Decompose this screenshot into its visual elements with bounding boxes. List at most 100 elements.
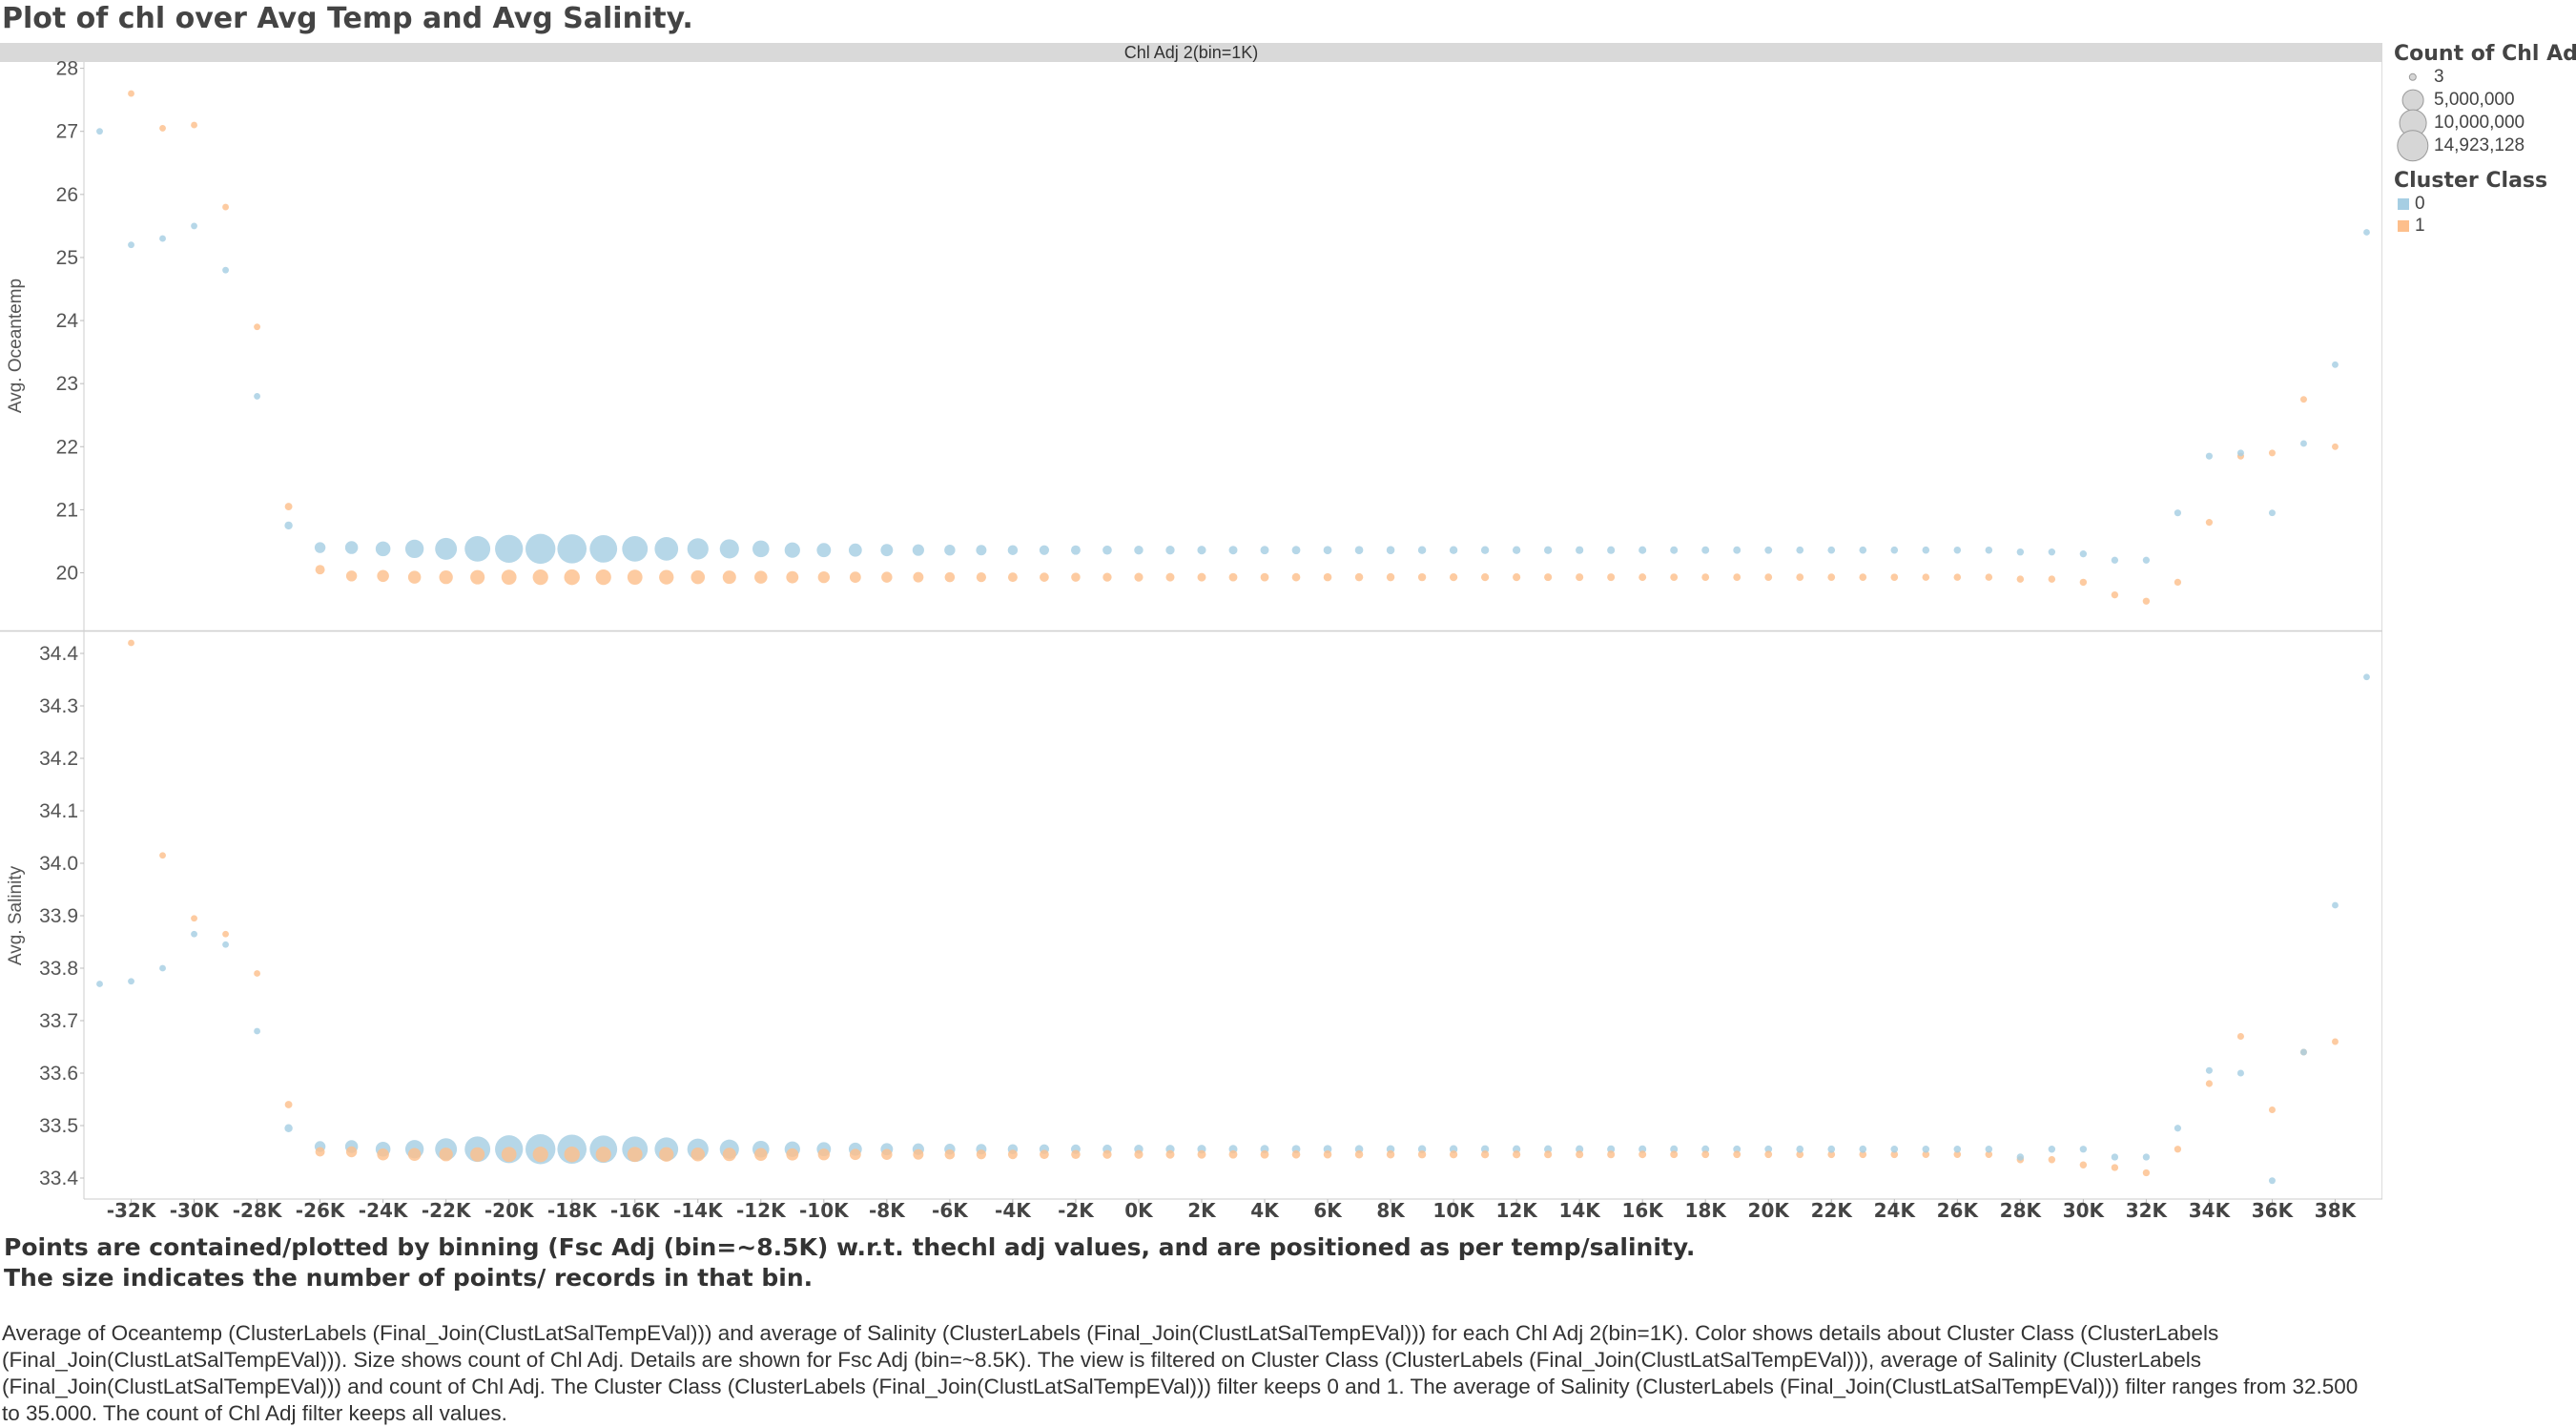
data-point-cluster-1 — [2111, 590, 2119, 599]
data-point-cluster-1 — [595, 1147, 611, 1163]
data-point-cluster-0 — [912, 544, 924, 556]
data-point-cluster-1 — [1701, 1150, 1710, 1159]
data-point-cluster-0 — [2205, 452, 2213, 460]
data-point-cluster-0 — [1764, 1145, 1773, 1153]
data-point-cluster-1 — [944, 1148, 956, 1160]
y-tick-label: 33.8 — [39, 958, 78, 980]
y-tick-label: 34.0 — [39, 853, 78, 875]
data-point-cluster-1 — [2111, 1164, 2119, 1171]
y-tick-label: 22 — [56, 436, 78, 458]
data-point-cluster-1 — [128, 639, 134, 647]
x-tick-label: -18K — [547, 1199, 598, 1221]
data-point-cluster-1 — [2174, 1146, 2182, 1153]
facet-header: Chl Adj 2(bin=1K) — [0, 43, 2382, 62]
data-point-cluster-1 — [1733, 573, 1741, 582]
data-point-cluster-1 — [1922, 573, 1930, 581]
data-point-cluster-0 — [976, 545, 987, 556]
data-point-cluster-1 — [2299, 396, 2307, 403]
facet-header-label: Chl Adj 2(bin=1K) — [1123, 43, 1259, 62]
data-point-cluster-0 — [284, 521, 293, 530]
data-point-cluster-1 — [501, 569, 517, 586]
data-point-cluster-1 — [284, 503, 293, 511]
color-legend-title: Cluster Class — [2394, 169, 2548, 193]
data-point-cluster-1 — [128, 90, 134, 97]
data-point-cluster-0 — [404, 539, 424, 559]
data-point-cluster-0 — [1796, 1145, 1804, 1153]
color-legend-label: 0 — [2415, 194, 2425, 214]
data-point-cluster-1 — [1764, 573, 1773, 582]
data-point-cluster-1 — [470, 569, 485, 585]
data-point-cluster-0 — [1859, 1145, 1867, 1153]
data-point-cluster-0 — [1985, 546, 1993, 554]
x-tick-label: 22K — [1811, 1199, 1854, 1221]
data-point-cluster-0 — [816, 543, 832, 558]
data-point-cluster-1 — [944, 571, 956, 583]
data-point-cluster-1 — [345, 1146, 358, 1158]
data-point-cluster-1 — [1323, 572, 1332, 582]
data-point-cluster-0 — [944, 544, 956, 556]
data-point-cluster-0 — [191, 222, 197, 230]
data-point-cluster-1 — [284, 1101, 293, 1108]
data-point-cluster-1 — [470, 1147, 485, 1162]
data-point-cluster-1 — [1513, 573, 1521, 582]
data-point-cluster-0 — [1796, 546, 1804, 554]
data-point-cluster-1 — [1638, 573, 1647, 582]
size-swatch — [2408, 72, 2418, 82]
data-point-cluster-1 — [1007, 1149, 1018, 1160]
x-tick-label: -16K — [610, 1199, 661, 1221]
data-point-cluster-1 — [532, 1147, 548, 1163]
data-point-cluster-1 — [2048, 575, 2056, 583]
data-point-cluster-1 — [1260, 572, 1269, 582]
data-point-cluster-0 — [435, 537, 458, 560]
x-tick-label: -22K — [422, 1199, 472, 1221]
x-tick-label: -20K — [484, 1199, 535, 1221]
data-point-cluster-1 — [2079, 578, 2088, 587]
data-point-cluster-0 — [2079, 549, 2088, 558]
data-point-cluster-0 — [1638, 546, 1647, 554]
data-point-cluster-1 — [564, 569, 580, 586]
data-point-cluster-1 — [564, 1147, 580, 1163]
data-point-cluster-0 — [654, 537, 679, 561]
data-point-cluster-1 — [1386, 1150, 1395, 1159]
data-point-cluster-0 — [1733, 546, 1741, 554]
size-legend-item: 14,923,128 — [2394, 130, 2576, 162]
data-point-cluster-0 — [254, 392, 261, 400]
data-point-cluster-1 — [786, 570, 799, 584]
y-tick-label: 23 — [56, 373, 78, 395]
x-tick-label: -6K — [932, 1199, 969, 1221]
data-point-cluster-1 — [1165, 1149, 1175, 1159]
data-point-cluster-1 — [2236, 1032, 2244, 1041]
data-point-cluster-0 — [1197, 546, 1206, 555]
data-point-cluster-1 — [1859, 1150, 1867, 1159]
x-tick-label: 0K — [1124, 1199, 1154, 1221]
data-point-cluster-1 — [1197, 1149, 1206, 1159]
x-tick-label: 2K — [1187, 1199, 1217, 1221]
data-point-cluster-1 — [1417, 1150, 1427, 1159]
data-point-cluster-1 — [345, 570, 358, 582]
data-point-cluster-0 — [96, 981, 103, 987]
data-point-cluster-1 — [2016, 575, 2025, 583]
data-point-cluster-1 — [1576, 1150, 1584, 1159]
data-point-cluster-0 — [2016, 1153, 2025, 1161]
data-point-cluster-1 — [1071, 572, 1081, 582]
data-point-cluster-0 — [1953, 1145, 1962, 1153]
data-point-cluster-1 — [1827, 573, 1836, 581]
data-point-cluster-1 — [1103, 572, 1112, 582]
y-tick-label: 33.6 — [39, 1063, 78, 1085]
y-axis-title: Avg. Oceantemp — [6, 279, 26, 413]
data-point-cluster-0 — [222, 266, 229, 274]
data-point-cluster-0 — [2300, 440, 2307, 447]
data-point-cluster-0 — [2174, 509, 2182, 517]
x-tick-label: 34K — [2189, 1199, 2232, 1221]
data-point-cluster-1 — [407, 1148, 422, 1161]
data-point-cluster-1 — [1228, 1149, 1238, 1159]
size-legend-label: 14,923,128 — [2434, 135, 2525, 155]
data-point-cluster-1 — [1134, 1149, 1144, 1159]
data-point-cluster-0 — [1070, 545, 1081, 555]
data-point-cluster-0 — [1701, 546, 1710, 554]
y-tick-label: 33.9 — [39, 905, 78, 927]
data-point-cluster-1 — [1953, 1150, 1962, 1159]
data-point-cluster-0 — [2268, 509, 2276, 517]
data-point-cluster-0 — [752, 540, 770, 558]
x-tick-label: 24K — [1874, 1199, 1917, 1221]
